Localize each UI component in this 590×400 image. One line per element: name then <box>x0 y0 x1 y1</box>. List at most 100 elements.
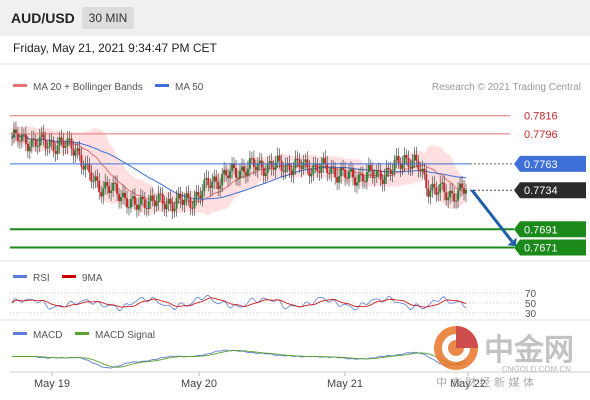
candle-body <box>223 170 226 175</box>
candle-body <box>310 173 313 177</box>
candle-body <box>250 158 253 160</box>
candle-body <box>231 163 234 171</box>
watermark-brand: 中金网 <box>484 333 574 368</box>
candle-body <box>387 167 390 170</box>
timeframe-button[interactable]: 30 MIN <box>82 7 134 29</box>
candle-body <box>128 207 130 209</box>
candle-body <box>147 201 150 209</box>
candle-body <box>66 138 69 147</box>
candle-body <box>292 168 295 176</box>
candle-body <box>389 169 392 175</box>
candle-body <box>46 147 49 149</box>
candle-body <box>217 181 220 189</box>
x-tick-label: May 20 <box>181 378 217 390</box>
candle-body <box>22 134 25 135</box>
candle-body <box>290 170 293 176</box>
candle-body <box>415 154 418 161</box>
price-pane: 0.7816 0.7796 0.7763 0.7734 0.7691 0.7671 <box>10 111 586 256</box>
candle-body <box>197 192 200 196</box>
candle-body <box>16 132 19 141</box>
candle-body <box>52 142 55 151</box>
candle-body <box>100 192 103 197</box>
candle-body <box>165 204 168 210</box>
candle-body <box>262 167 265 176</box>
candle-body <box>225 170 228 176</box>
candle-body <box>431 183 434 191</box>
macd-signal-line <box>12 350 467 368</box>
candle-body <box>344 169 347 178</box>
candle-body <box>36 146 39 148</box>
rsi-tick-label: 50 <box>525 299 537 310</box>
ma9-legend-label: 9MA <box>82 273 103 284</box>
candle-body <box>258 160 261 164</box>
candle-body <box>354 177 356 186</box>
candle-body <box>62 140 65 148</box>
ma50-legend-swatch <box>155 84 169 87</box>
forecast-arrow-head <box>507 237 517 247</box>
cngold-watermark: 中金网 CNGOLD.COM.CN 中 方 财 经 新 媒 体 <box>434 326 574 389</box>
candle-body <box>112 182 115 191</box>
candle-body <box>266 163 269 174</box>
candle-body <box>365 172 368 182</box>
candle-body <box>338 176 341 183</box>
candle-body <box>377 170 380 172</box>
macd-signal-legend-label: MACD Signal <box>95 330 155 341</box>
candle-body <box>11 137 13 139</box>
candle-body <box>227 175 230 179</box>
candle-body <box>187 193 190 198</box>
rsi-legend-swatch <box>13 275 27 278</box>
candle-body <box>26 143 29 152</box>
candle-body <box>385 167 388 177</box>
candle-body <box>143 199 146 208</box>
candle-body <box>375 170 378 177</box>
candle-body <box>312 165 315 174</box>
candle-body <box>381 179 384 184</box>
candle-body <box>183 199 186 205</box>
candle-body <box>363 181 366 183</box>
candle-body <box>74 151 77 156</box>
candle-body <box>453 193 456 202</box>
candle-body <box>244 171 247 176</box>
candle-body <box>352 169 354 178</box>
candle-body <box>379 170 382 180</box>
support-price-tag <box>514 221 586 238</box>
support-price-label: 0.7691 <box>524 224 558 236</box>
candle-body <box>346 177 348 179</box>
candle-body <box>371 169 374 179</box>
candle-body <box>328 173 331 175</box>
macd-line <box>12 349 467 369</box>
candle-body <box>397 156 400 163</box>
candle-body <box>20 134 23 142</box>
candle-body <box>427 188 430 197</box>
symbol-label: AUD/USD <box>11 10 75 26</box>
candle-body <box>171 203 174 212</box>
candle-body <box>395 156 398 161</box>
candle-body <box>191 207 194 209</box>
rsi-tick-label: 70 <box>525 289 537 300</box>
candle-body <box>437 192 440 195</box>
candle-body <box>135 204 138 210</box>
x-tick-label: May 22 <box>450 378 486 390</box>
last-price-label: 0.7734 <box>524 185 558 197</box>
candle-body <box>296 158 299 160</box>
candle-body <box>237 177 239 179</box>
candle-body <box>130 198 132 208</box>
candle-body <box>181 200 184 205</box>
candle-body <box>50 140 53 142</box>
candle-body <box>272 167 275 170</box>
candle-body <box>326 163 329 174</box>
support-price-tag <box>514 239 586 256</box>
candle-body <box>195 192 198 199</box>
candle-body <box>425 174 428 189</box>
rsi-tick-label: 30 <box>525 309 537 320</box>
candle-body <box>94 176 97 181</box>
candle-body <box>304 159 307 163</box>
candle-body <box>131 196 134 199</box>
candle-body <box>332 167 335 169</box>
candle-body <box>159 193 162 195</box>
candle-body <box>334 168 337 178</box>
candle-body <box>419 169 422 172</box>
candle-body <box>383 176 386 184</box>
candle-body <box>429 190 432 197</box>
candle-body <box>219 185 222 190</box>
